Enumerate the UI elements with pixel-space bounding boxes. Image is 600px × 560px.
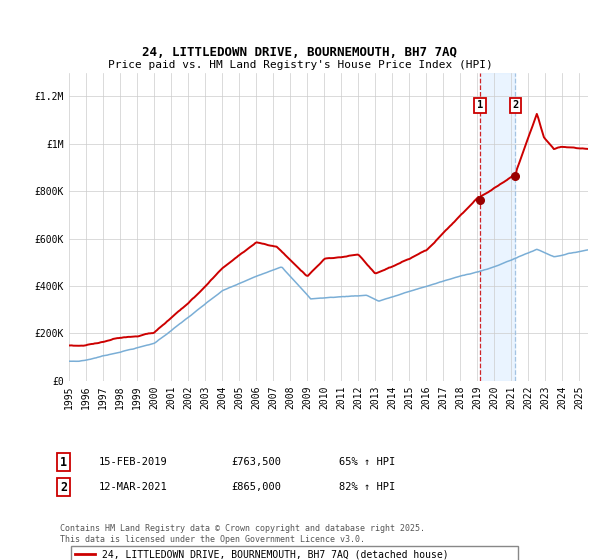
Bar xyxy=(480,73,515,381)
Text: 15-FEB-2019: 15-FEB-2019 xyxy=(99,457,168,467)
Text: 1: 1 xyxy=(60,455,67,469)
Text: 2: 2 xyxy=(60,480,67,494)
Text: Contains HM Land Registry data © Crown copyright and database right 2025.
This d: Contains HM Land Registry data © Crown c… xyxy=(60,524,425,544)
Text: 1: 1 xyxy=(477,100,483,110)
Text: £865,000: £865,000 xyxy=(231,482,281,492)
Text: 82% ↑ HPI: 82% ↑ HPI xyxy=(339,482,395,492)
Text: 2: 2 xyxy=(512,100,518,110)
Text: Price paid vs. HM Land Registry's House Price Index (HPI): Price paid vs. HM Land Registry's House … xyxy=(107,60,493,70)
Text: 24, LITTLEDOWN DRIVE, BOURNEMOUTH, BH7 7AQ: 24, LITTLEDOWN DRIVE, BOURNEMOUTH, BH7 7… xyxy=(143,46,458,59)
Legend: 24, LITTLEDOWN DRIVE, BOURNEMOUTH, BH7 7AQ (detached house), HPI: Average price,: 24, LITTLEDOWN DRIVE, BOURNEMOUTH, BH7 7… xyxy=(71,546,518,560)
Text: 65% ↑ HPI: 65% ↑ HPI xyxy=(339,457,395,467)
Text: 12-MAR-2021: 12-MAR-2021 xyxy=(99,482,168,492)
Text: £763,500: £763,500 xyxy=(231,457,281,467)
